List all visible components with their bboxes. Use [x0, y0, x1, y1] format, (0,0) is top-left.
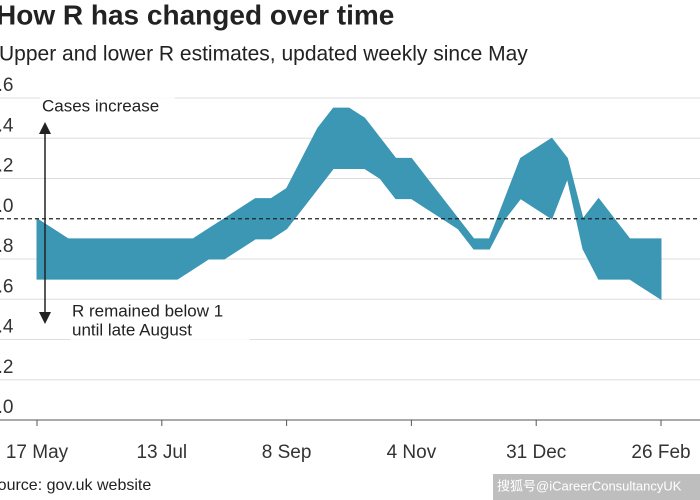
y-tick-label: 0.0: [0, 397, 13, 418]
y-tick-label: 1.4: [0, 115, 14, 136]
x-tick-label: 8 Sep: [262, 442, 312, 463]
annotation-bg: [70, 321, 250, 340]
watermark-bg: [493, 474, 700, 500]
chart-subtitle: Upper and lower R estimates, updated wee…: [0, 43, 528, 66]
x-tick-label: 13 Jul: [136, 442, 187, 463]
watermark: 搜狐号@iCareerConsultancyUK: [497, 478, 682, 493]
x-tick-label: 26 Feb: [631, 442, 690, 463]
annotation-bg: [40, 97, 175, 116]
annotation: Cases increase: [42, 96, 159, 115]
y-tick-label: 0.8: [0, 236, 13, 257]
y-tick-label: 1.0: [0, 196, 13, 217]
annotation: until late August: [72, 320, 192, 339]
y-tick-label: 1.2: [0, 156, 13, 177]
y-tick-label: 0.2: [0, 357, 13, 378]
source: Source: gov.uk website: [0, 477, 151, 494]
annotation: R remained below 1: [72, 301, 223, 320]
y-tick-label: 1.6: [0, 75, 13, 96]
x-tick-label: 17 May: [6, 442, 69, 463]
chart-title: How R has changed over time: [0, 0, 394, 30]
r-band: [36, 107, 662, 301]
x-tick-label: 31 Dec: [506, 442, 566, 463]
y-tick-label: 0.4: [0, 317, 14, 338]
x-tick-label: 4 Nov: [387, 442, 437, 463]
annotation-bg: [70, 302, 250, 321]
y-tick-label: 0.6: [0, 276, 13, 297]
